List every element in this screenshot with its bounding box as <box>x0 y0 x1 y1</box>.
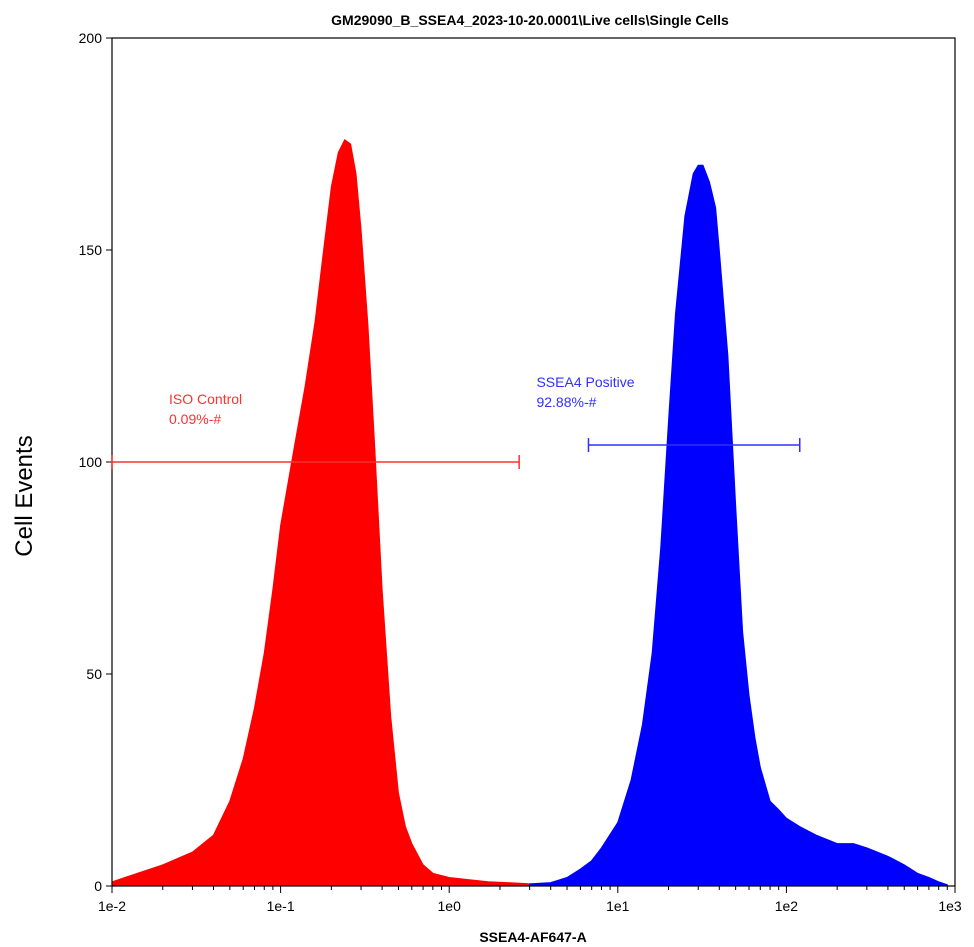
plot-area <box>111 139 948 887</box>
gates: ISO Control 0.09%-# SSEA4 Positive 92.88%-# <box>111 374 801 469</box>
y-tick-label-4: 200 <box>79 30 103 46</box>
y-axis: 0 50 100 150 200 <box>79 30 112 894</box>
x-tick-label-0: 1e-2 <box>98 898 126 914</box>
y-tick-label-1: 50 <box>86 666 102 682</box>
histogram-series-2 <box>529 164 948 887</box>
x-tick-label-2: 1e0 <box>438 898 462 914</box>
gate-value-1: 0.09%-# <box>169 411 221 427</box>
y-tick-label-0: 0 <box>94 878 102 894</box>
gate-value-2: 92.88%-# <box>536 394 596 410</box>
x-tick-label-3: 1e1 <box>606 898 630 914</box>
x-tick-label-1: 1e-1 <box>267 898 295 914</box>
gate-label-1: ISO Control <box>169 391 242 407</box>
y-axis-label: Cell Events <box>11 435 38 556</box>
histogram-series-1 <box>111 139 542 887</box>
y-tick-label-3: 150 <box>79 242 103 258</box>
x-tick-label-4: 1e2 <box>775 898 799 914</box>
chart-title: GM29090_B_SSEA4_2023-10-20.0001\Live cel… <box>331 12 729 28</box>
y-tick-label-2: 100 <box>79 454 103 470</box>
x-axis: 1e-2 1e-1 1e0 1e1 1e2 1e3 <box>98 886 962 914</box>
gate-label-2: SSEA4 Positive <box>536 374 634 390</box>
x-axis-label: SSEA4-AF647-A <box>479 929 586 945</box>
x-tick-label-5: 1e3 <box>938 898 962 914</box>
